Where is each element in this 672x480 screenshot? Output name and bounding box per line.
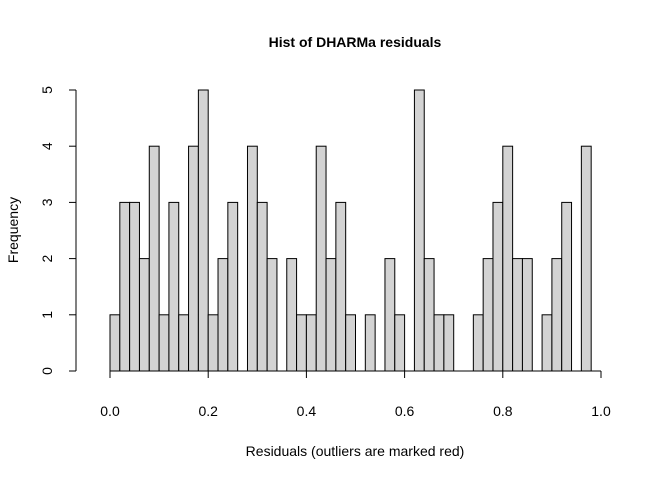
histogram-bar [325, 258, 337, 372]
bars-group [109, 89, 592, 372]
histogram-bar [119, 201, 131, 372]
histogram-bar [541, 314, 553, 372]
histogram-bar [492, 201, 504, 372]
y-axis: 0 1 2 3 4 5 [39, 86, 77, 375]
x-axis: 0.0 0.2 0.4 0.6 0.8 1.0 [100, 370, 611, 419]
histogram-bar [315, 145, 327, 372]
histogram-bar [168, 201, 180, 372]
histogram-bar [521, 258, 533, 372]
chart-title: Hist of DHARMa residuals [269, 34, 442, 50]
y-tick-label: 2 [39, 254, 55, 262]
histogram-bar [138, 258, 150, 372]
histogram-bar [443, 314, 455, 372]
x-tick-label: 0.6 [395, 403, 415, 419]
x-tick-label: 0.0 [100, 403, 120, 419]
histogram-bar [197, 89, 209, 372]
histogram-bar [394, 314, 406, 372]
histogram-bar [256, 201, 268, 372]
histogram-bar [286, 258, 298, 372]
histogram-bar [148, 145, 160, 372]
y-tick-label: 5 [39, 86, 55, 94]
histogram-bar [217, 258, 229, 372]
histogram-bar [384, 258, 396, 372]
histogram-bar [364, 314, 376, 372]
histogram-bar [433, 314, 445, 372]
histogram-bar [335, 201, 347, 372]
x-tick-label: 0.2 [198, 403, 218, 419]
histogram-bar [482, 258, 494, 372]
histogram-bar [178, 314, 190, 372]
histogram-bar [423, 258, 435, 372]
histogram-bar [266, 258, 278, 372]
histogram-bar [345, 314, 356, 372]
histogram-bar [227, 201, 239, 372]
histogram-bar [129, 201, 140, 372]
x-axis-label: Residuals (outliers are marked red) [246, 443, 465, 459]
y-tick-label: 1 [39, 311, 55, 319]
histogram-bar [305, 314, 317, 372]
histogram-bar [246, 145, 258, 372]
histogram-bar [512, 258, 523, 372]
x-tick-label: 0.8 [493, 403, 513, 419]
x-tick-label: 0.4 [297, 403, 317, 419]
histogram-bar [551, 258, 563, 372]
histogram-bar [109, 314, 121, 372]
histogram-bar [296, 314, 307, 372]
histogram-bar [158, 314, 170, 372]
y-tick-label: 4 [39, 142, 55, 150]
histogram-bar [580, 145, 592, 372]
histogram-bar [413, 89, 425, 372]
histogram-bar [502, 145, 514, 372]
histogram-bar [188, 145, 199, 372]
y-axis-label: Frequency [5, 197, 21, 263]
histogram-bar [207, 314, 219, 372]
histogram-bar [561, 201, 573, 372]
x-tick-label: 1.0 [591, 403, 611, 419]
histogram-bar [472, 314, 484, 372]
y-tick-label: 3 [39, 198, 55, 206]
y-tick-label: 0 [39, 367, 55, 375]
